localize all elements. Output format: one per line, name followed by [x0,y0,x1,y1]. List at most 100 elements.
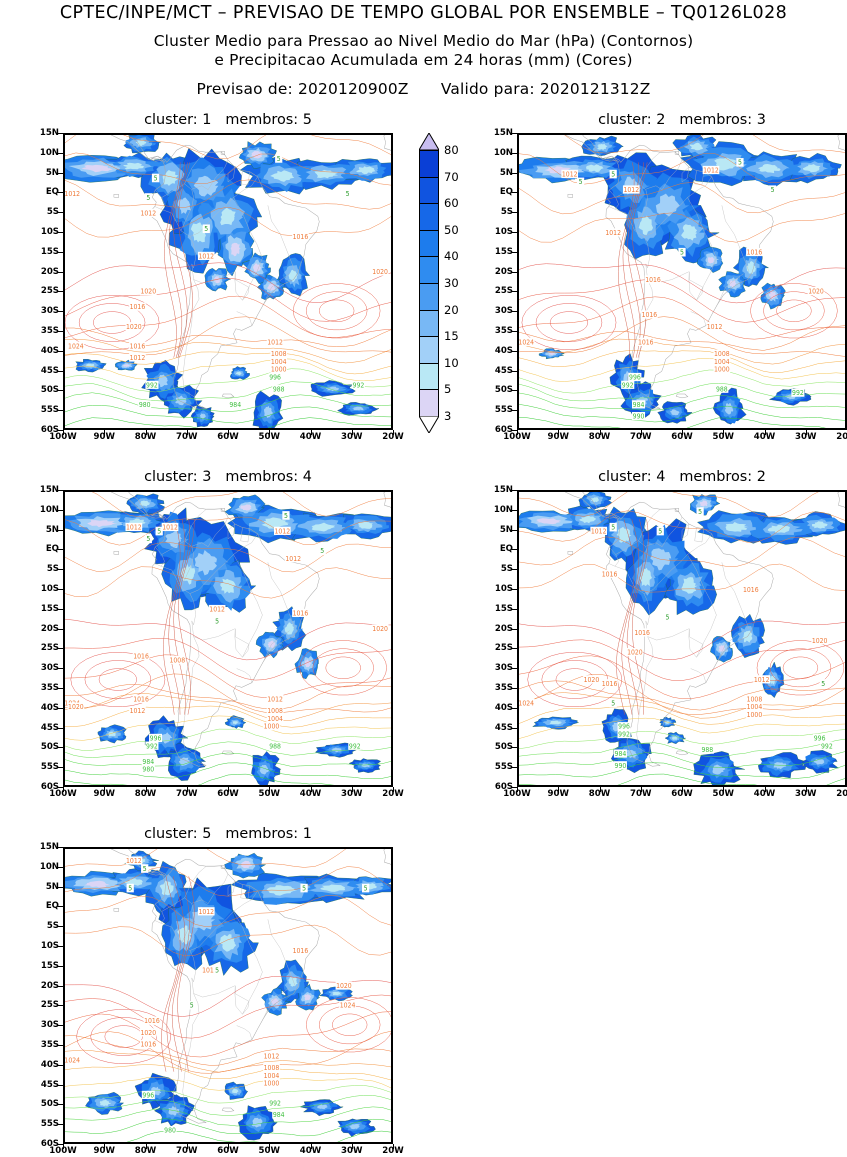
colorbar-tick-3: 3 [444,409,452,423]
svg-text:5: 5 [157,527,161,535]
cluster-number: 3 [202,469,212,485]
y-axis-tick [512,727,517,729]
colorbar-band [420,230,438,258]
pressure-contours [519,135,845,428]
y-axis-label-10N: 10N [493,504,513,515]
x-axis-label-20W: 20W [836,789,847,799]
y-axis-tick [512,390,517,392]
colorbar-band [420,204,438,231]
y-axis-label-10N: 10N [493,147,513,158]
svg-text:1016: 1016 [293,947,309,955]
x-axis-tick [517,430,518,435]
x-axis-label-50W: 50W [258,432,280,442]
map-canvas-cluster-3: 1012101210121012101210161020101610081024… [63,490,393,787]
x-axis-tick [393,1144,394,1149]
members-label: membros: [679,112,753,128]
svg-text:1012: 1012 [202,966,218,974]
svg-text:1020: 1020 [140,1029,156,1037]
coastlines [110,135,391,410]
pressure-contours [65,135,391,428]
colorbar-tick-10: 10 [444,355,459,370]
y-axis-tick [58,251,63,253]
colorbar-top-arrow [419,133,439,150]
cluster-number: 5 [202,826,212,842]
x-axis-tick [351,430,353,435]
members-count: 4 [302,469,312,485]
svg-text:1000: 1000 [714,366,730,374]
x-axis-label-20W: 20W [836,432,847,442]
x-axis-tick [393,787,394,792]
y-axis-label-EQ: EQ [499,544,513,555]
svg-text:1012: 1012 [140,209,156,217]
y-axis-label-10N: 10N [39,504,59,515]
y-axis-label-10S: 10S [40,227,59,237]
y-axis-label-25S: 25S [40,1000,59,1011]
y-axis-tick [512,331,517,332]
x-axis-tick [351,787,353,792]
y-axis-label-50S: 50S [40,742,59,753]
x-axis-tick [63,787,64,792]
svg-text:1016: 1016 [602,680,618,688]
svg-text:5: 5 [698,508,702,516]
x-axis-label-100W: 100W [49,1146,77,1156]
svg-text:1012: 1012 [275,527,291,535]
members-label: membros: [679,469,753,485]
x-axis-label-30W: 30W [795,432,817,442]
y-axis-label-30S: 30S [40,663,59,674]
svg-text:1008: 1008 [747,695,763,703]
svg-text:996: 996 [814,734,826,742]
y-axis-tick [512,410,517,412]
x-axis-label-50W: 50W [712,789,734,799]
svg-text:980: 980 [164,1126,176,1134]
svg-text:5: 5 [204,225,208,233]
svg-text:1016: 1016 [293,233,309,241]
y-axis-tick [58,212,63,214]
colorbar-tick-20: 20 [444,302,459,317]
y-axis-label-10N: 10N [39,861,59,872]
y-axis-label-40S: 40S [40,1059,59,1070]
colorbar-band [420,151,438,178]
institution-title: CPTEC/INPE/MCT – PREVISAO DE TEMPO GLOBA… [59,3,788,23]
y-axis-label-15S: 15S [40,960,59,971]
y-axis-tick [58,767,63,769]
y-axis-label-10S: 10S [40,584,59,594]
coastlines [564,492,845,767]
y-axis-label-25S: 25S [494,286,513,297]
x-axis-tick [310,787,312,792]
x-axis-label-80W: 80W [588,789,611,799]
svg-text:1008: 1008 [169,656,185,664]
y-axis-label-45S: 45S [40,1079,59,1090]
svg-text:5: 5 [611,699,615,707]
x-axis-tick [104,787,106,792]
svg-text:1012: 1012 [264,1052,280,1060]
panel-title-cluster-3: cluster: 3 membros: 4 [63,469,393,485]
y-axis-label-40S: 40S [494,345,513,356]
svg-text:1012: 1012 [162,523,178,531]
svg-text:1012: 1012 [130,707,146,715]
x-axis-label-60W: 60W [217,432,239,442]
x-axis-tick [145,430,147,435]
x-axis-label-100W: 100W [503,789,531,799]
y-axis-tick [58,152,63,154]
y-axis-tick [58,172,63,174]
y-axis-label-25S: 25S [40,643,59,654]
y-axis-tick [512,707,517,709]
y-axis-label-45S: 45S [40,365,59,376]
svg-text:1012: 1012 [198,908,214,916]
cluster-number: 2 [656,112,666,128]
x-axis-tick [186,1144,188,1149]
svg-text:1016: 1016 [747,248,763,256]
svg-text:1016: 1016 [638,338,654,346]
svg-text:1012: 1012 [65,190,80,198]
colorbar-band [420,177,438,205]
y-axis-label-5S: 5S [500,564,513,575]
svg-text:5: 5 [284,512,288,520]
svg-text:5: 5 [579,178,583,186]
y-axis-tick [58,608,63,610]
precipitation-shading [65,493,391,785]
y-axis-label-5N: 5N [499,167,513,178]
svg-text:5: 5 [680,248,684,256]
x-axis-tick [599,787,601,792]
x-axis-label-30W: 30W [341,432,363,442]
y-axis-tick [58,509,63,511]
